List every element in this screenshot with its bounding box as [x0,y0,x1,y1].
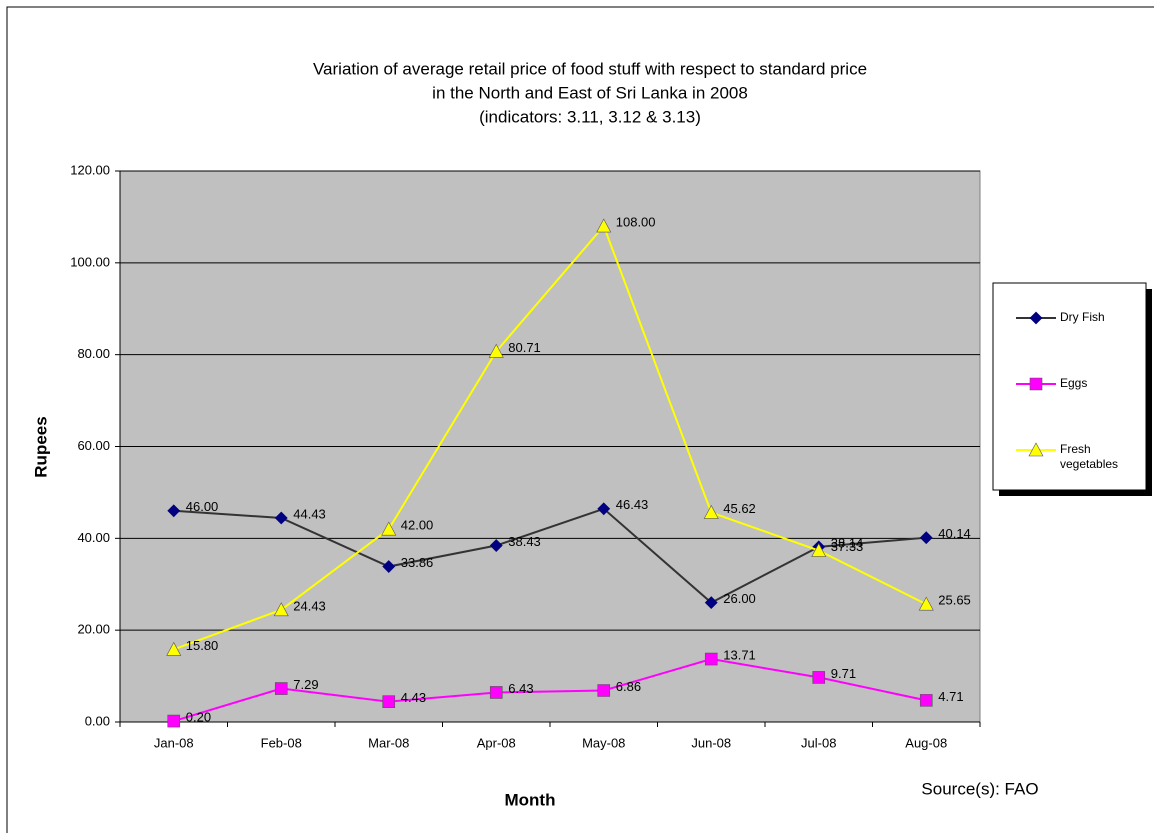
data-label: 6.86 [616,679,641,694]
legend-label: Dry Fish [1060,310,1105,324]
data-point [274,682,288,695]
legend-marker [1028,442,1044,457]
data-label: 13.71 [723,647,756,662]
data-label: 4.71 [938,689,963,704]
y-tick-label: 20.00 [77,622,110,637]
data-point [382,695,396,708]
data-label: 108.00 [616,215,656,230]
data-point [811,542,827,557]
data-label: 9.71 [831,666,856,681]
data-label: 44.43 [293,506,326,521]
data-label: 46.43 [616,497,649,512]
y-axis-label: Rupees [31,416,50,477]
data-label: 7.29 [293,677,318,692]
y-tick-label: 0.00 [85,713,110,728]
y-tick-label: 80.00 [77,346,110,361]
x-tick-label: Jan-08 [154,735,194,750]
data-label: 45.62 [723,501,756,516]
y-tick-label: 100.00 [70,254,110,269]
data-label: 33.86 [401,555,434,570]
y-tick-label: 40.00 [77,530,110,545]
chart-subtitle: (indicators: 3.11, 3.12 & 3.13) [479,107,701,126]
legend-marker [1029,311,1043,325]
x-tick-label: Apr-08 [477,735,516,750]
data-label: 25.65 [938,593,971,608]
source-note: Source(s): FAO [921,779,1038,798]
data-point [274,511,288,525]
data-point [597,684,611,697]
chart-border [6,6,1154,833]
series-line [173,507,927,604]
data-point [919,531,933,545]
data-point [918,596,934,611]
data-point [596,218,612,233]
data-label: 40.14 [938,526,971,541]
data-label: 6.43 [508,681,533,696]
series-line [173,658,927,723]
x-tick-label: Aug-08 [905,735,947,750]
x-tick-label: Mar-08 [368,735,409,750]
chart-title: Variation of average retail price of foo… [313,59,867,78]
x-tick-label: May-08 [582,735,625,750]
data-label: 24.43 [293,598,326,613]
data-point [273,602,289,617]
data-point [489,539,503,552]
data-point [919,694,933,707]
data-point [166,641,182,656]
x-axis-label: Month [505,790,556,809]
data-point [704,652,718,666]
data-point [704,596,718,610]
data-label: 38.43 [508,534,541,549]
data-point [381,521,397,536]
legend-marker [1029,377,1043,391]
data-label: 46.00 [186,499,219,514]
chart-subtitle: in the North and East of Sri Lanka in 20… [432,83,748,102]
legend-label: Eggs [1060,376,1088,390]
data-point [488,343,504,358]
data-point [812,671,826,684]
data-label: 0.20 [186,710,211,725]
data-label: 42.00 [401,518,434,533]
data-label: 80.71 [508,340,541,355]
data-label: 15.80 [186,638,219,653]
x-tick-label: Jul-08 [801,735,836,750]
data-label: 4.43 [401,690,426,705]
data-label: 26.00 [723,591,756,606]
data-label: 38.14 [831,535,864,550]
y-tick-label: 120.00 [70,162,110,177]
data-point [489,686,503,699]
x-tick-label: Feb-08 [261,735,302,750]
data-point [167,504,181,518]
data-point [703,504,719,519]
data-point [597,502,611,516]
y-tick-label: 60.00 [77,438,110,453]
x-tick-label: Jun-08 [691,735,731,750]
series-line [173,224,927,651]
data-point [382,560,396,573]
data-point [167,714,181,728]
data-label: 37.33 [831,539,864,554]
legend-label: Fresh vegetables [1060,442,1119,471]
